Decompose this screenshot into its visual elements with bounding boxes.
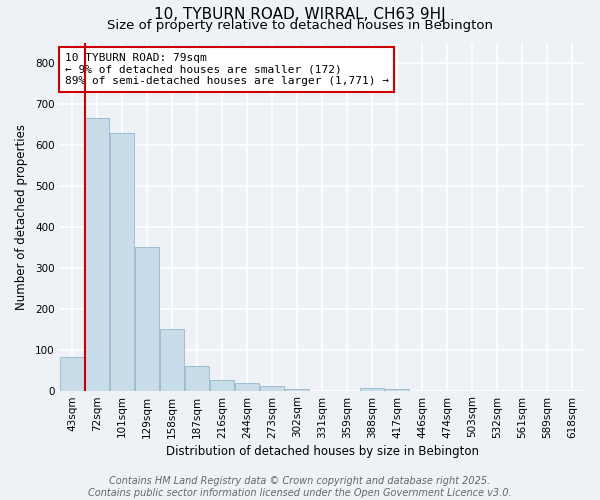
Bar bbox=[110, 132, 134, 390]
Bar bbox=[60, 356, 84, 390]
Text: 10, TYBURN ROAD, WIRRAL, CH63 9HJ: 10, TYBURN ROAD, WIRRAL, CH63 9HJ bbox=[154, 8, 446, 22]
Bar bbox=[185, 366, 209, 390]
Text: Contains HM Land Registry data © Crown copyright and database right 2025.
Contai: Contains HM Land Registry data © Crown c… bbox=[88, 476, 512, 498]
Text: Size of property relative to detached houses in Bebington: Size of property relative to detached ho… bbox=[107, 19, 493, 32]
Y-axis label: Number of detached properties: Number of detached properties bbox=[15, 124, 28, 310]
Text: 10 TYBURN ROAD: 79sqm
← 9% of detached houses are smaller (172)
89% of semi-deta: 10 TYBURN ROAD: 79sqm ← 9% of detached h… bbox=[65, 53, 389, 86]
Bar bbox=[160, 329, 184, 390]
Bar bbox=[210, 380, 234, 390]
Bar bbox=[361, 388, 384, 390]
Bar bbox=[235, 383, 259, 390]
Bar bbox=[135, 247, 159, 390]
X-axis label: Distribution of detached houses by size in Bebington: Distribution of detached houses by size … bbox=[166, 444, 479, 458]
Bar bbox=[260, 386, 284, 390]
Bar bbox=[385, 388, 409, 390]
Bar bbox=[85, 118, 109, 390]
Bar bbox=[286, 388, 309, 390]
